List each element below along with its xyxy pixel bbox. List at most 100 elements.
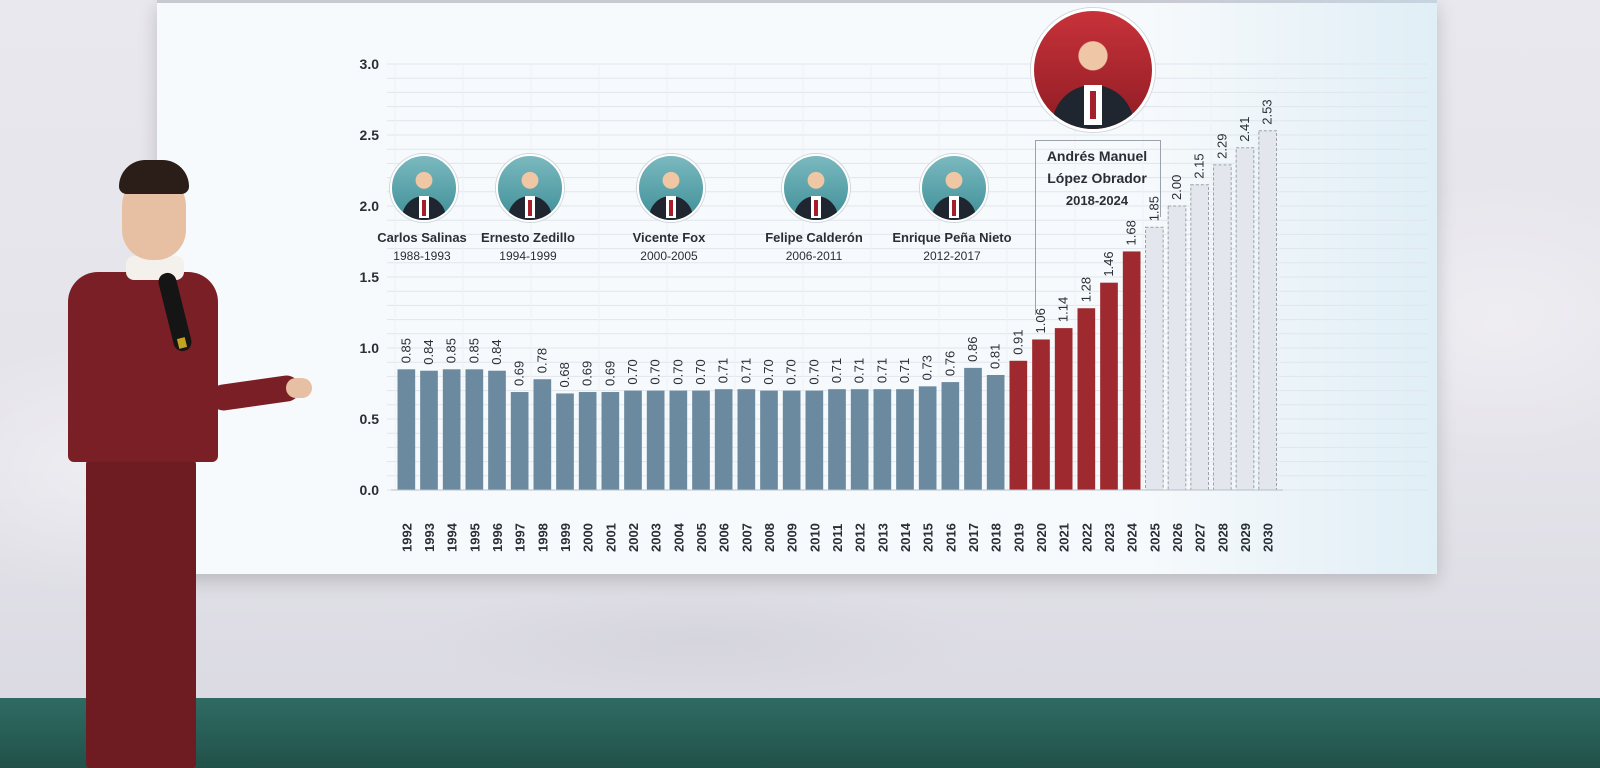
bar-2016 (941, 382, 960, 490)
value-label-1994: 0.85 (444, 338, 459, 363)
value-label-1998: 0.78 (534, 348, 549, 373)
presenter-pants (86, 460, 196, 768)
bar-2003 (646, 390, 665, 490)
highlight-name-line2: López Obrador (1047, 170, 1147, 186)
bar-1992 (397, 369, 416, 490)
portrait-president-2 (496, 154, 564, 222)
value-label-2028: 2.29 (1214, 134, 1229, 159)
bar-2024 (1122, 251, 1141, 490)
bar-2029 (1235, 147, 1255, 491)
value-label-2024: 1.68 (1124, 220, 1139, 245)
x-tick-label-2010: 2010 (807, 523, 822, 552)
bar-chart: 0.0 0.5 1.0 1.5 2.0 2.5 3.0 0.85 1992 0.84 1993 0.8… (360, 56, 1427, 552)
bar-2015 (918, 386, 937, 490)
value-label-2003: 0.70 (648, 359, 663, 384)
president-name-4: Felipe Calderón (765, 230, 863, 245)
bar-2030 (1258, 130, 1278, 491)
highlight-name-line1: Andrés Manuel (1046, 148, 1148, 164)
x-tick-label-2024: 2024 (1125, 522, 1140, 552)
highlight-years: 2018-2024 (1065, 193, 1129, 208)
x-tick-label-2026: 2026 (1170, 523, 1185, 552)
x-tick-label-2022: 2022 (1079, 523, 1094, 552)
value-label-2012: 0.71 (852, 358, 867, 383)
x-tick-label-2005: 2005 (694, 523, 709, 552)
x-tick-label-2018: 2018 (989, 523, 1004, 552)
bar-2002 (624, 390, 642, 490)
bar-2001 (601, 392, 620, 490)
value-label-1995: 0.85 (466, 338, 481, 363)
x-tick-label-2030: 2030 (1261, 523, 1276, 552)
bar-2018 (986, 374, 1005, 490)
value-label-2029: 2.41 (1237, 116, 1252, 141)
y-tick-label: 1.5 (360, 269, 380, 285)
x-tick-label-1992: 1992 (399, 523, 414, 552)
x-tick-label-2025: 2025 (1147, 523, 1162, 552)
value-label-2027: 2.15 (1192, 153, 1207, 178)
screen-top-line (157, 0, 1437, 3)
x-tick-label-2000: 2000 (581, 523, 596, 552)
bar-2012 (850, 389, 869, 490)
x-tick-label-2023: 2023 (1102, 523, 1117, 552)
bar-1996 (488, 370, 506, 490)
value-label-2009: 0.70 (784, 359, 799, 384)
x-tick-label-2008: 2008 (762, 523, 777, 552)
presenter-hand (286, 378, 312, 398)
bar-2021 (1054, 328, 1073, 490)
value-label-2004: 0.70 (670, 359, 685, 384)
portrait-highlight-president (1031, 8, 1155, 132)
x-tick-label-2013: 2013 (875, 523, 890, 552)
x-tick-label-2007: 2007 (739, 523, 754, 552)
bar-2014 (896, 389, 914, 490)
bar-1994 (442, 369, 461, 490)
president-years-3: 2000-2005 (640, 249, 698, 263)
bar-2022 (1077, 308, 1096, 490)
value-label-2023: 1.46 (1101, 251, 1116, 276)
value-label-1993: 0.84 (421, 339, 436, 364)
presenter-hair (119, 160, 189, 194)
portrait-president-4 (782, 154, 850, 222)
x-tick-label-1998: 1998 (535, 523, 550, 552)
x-tick-label-1994: 1994 (445, 522, 460, 552)
value-label-2017: 0.86 (965, 337, 980, 362)
x-tick-label-2015: 2015 (921, 523, 936, 552)
x-tick-label-2027: 2027 (1193, 523, 1208, 552)
portrait-president-3 (637, 154, 705, 222)
bar-2007 (737, 389, 756, 490)
bar-1995 (465, 369, 484, 490)
x-tick-label-2021: 2021 (1057, 523, 1072, 552)
president-years-4: 2006-2011 (785, 249, 843, 263)
x-tick-label-2009: 2009 (785, 523, 800, 552)
president-name-1: Carlos Salinas (377, 230, 467, 245)
value-label-2030: 2.53 (1260, 99, 1275, 124)
value-label-2002: 0.70 (625, 359, 640, 384)
value-label-1997: 0.69 (512, 361, 527, 386)
bar-1998 (533, 379, 552, 490)
bar-2023 (1100, 282, 1118, 490)
x-tick-label-1997: 1997 (513, 523, 528, 552)
value-label-1999: 0.68 (557, 362, 572, 387)
president-name-2: Ernesto Zedillo (481, 230, 575, 245)
value-label-2010: 0.70 (806, 359, 821, 384)
value-label-2000: 0.69 (580, 361, 595, 386)
x-tick-label-2001: 2001 (603, 523, 618, 552)
value-label-2019: 0.91 (1010, 329, 1025, 354)
x-tick-label-2003: 2003 (649, 523, 664, 552)
bar-2020 (1032, 339, 1050, 490)
value-label-2020: 1.06 (1033, 308, 1048, 333)
bar-2028 (1212, 164, 1232, 491)
y-tick-label: 2.0 (360, 198, 380, 214)
x-tick-label-2006: 2006 (717, 523, 732, 552)
value-label-1996: 0.84 (489, 339, 504, 364)
bar-2005 (692, 390, 710, 490)
value-label-2015: 0.73 (920, 355, 935, 380)
x-tick-label-2020: 2020 (1034, 523, 1049, 552)
value-label-2022: 1.28 (1078, 277, 1093, 302)
x-tick-label-2019: 2019 (1011, 523, 1026, 552)
value-label-1992: 0.85 (398, 338, 413, 363)
bar-2000 (578, 392, 597, 490)
value-label-2014: 0.71 (897, 358, 912, 383)
value-label-2026: 2.00 (1169, 175, 1184, 200)
president-years-1: 1988-1993 (393, 249, 451, 263)
value-label-2013: 0.71 (874, 358, 889, 383)
y-tick-label: 3.0 (360, 56, 380, 72)
